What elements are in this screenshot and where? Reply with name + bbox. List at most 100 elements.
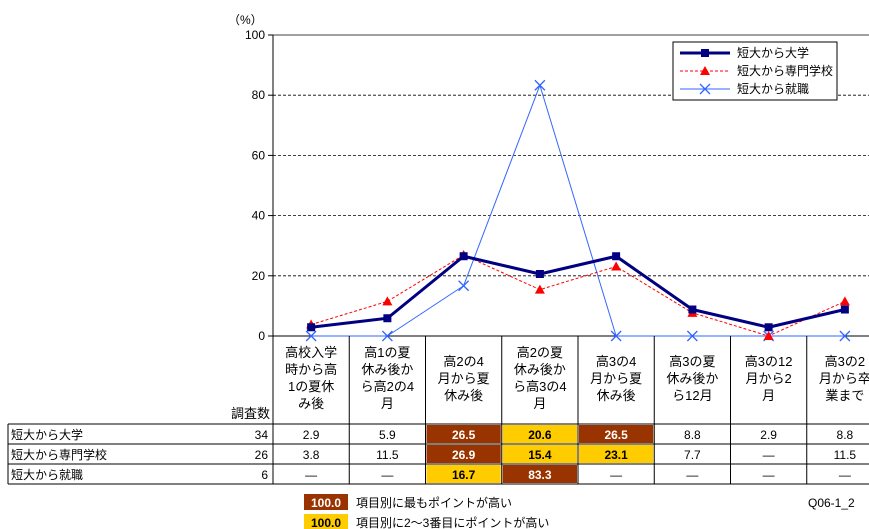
table-cell: —	[305, 468, 317, 482]
table-cell: 26.5	[452, 428, 476, 442]
category-label: 月から2	[746, 371, 792, 386]
category-label: 休み後	[597, 388, 636, 403]
point-triangle	[763, 331, 774, 340]
point-triangle	[534, 284, 545, 294]
point-x	[534, 79, 546, 91]
category-label: ら高3の4	[513, 379, 566, 394]
point-x	[610, 330, 622, 342]
point-triangle	[382, 296, 393, 306]
point-triangle	[611, 261, 622, 271]
table-cell: 23.1	[604, 448, 628, 462]
table-cell: 8.8	[837, 428, 854, 442]
second-sample-swatch	[304, 514, 348, 529]
table-cell: 2.9	[303, 428, 320, 442]
category-label: 月から夏	[590, 371, 642, 386]
series-line	[311, 84, 845, 337]
table-cell: 20.6	[528, 428, 552, 442]
point-square	[701, 49, 709, 57]
category-label: 高3の4	[596, 354, 636, 369]
point-square	[383, 314, 392, 323]
category-label: 高3の12	[745, 354, 793, 369]
row-count: 26	[255, 448, 269, 462]
table-cell: 26.9	[452, 448, 476, 462]
highlight-cell	[426, 445, 501, 463]
table-cell: 16.7	[452, 468, 476, 482]
highlight-cell	[426, 425, 501, 443]
category-label: 高校入学	[285, 345, 337, 360]
point-x	[381, 330, 393, 342]
table-cell: 26.5	[604, 428, 628, 442]
table-cell: —	[686, 468, 698, 482]
category-label: 高3の夏	[669, 354, 715, 369]
category-label: ら高2の4	[361, 379, 414, 394]
category-label: 時から高	[285, 362, 337, 377]
point-triangle	[839, 296, 850, 306]
point-square	[307, 323, 316, 332]
table-cell: 5.9	[379, 428, 396, 442]
table-cell: 83.3	[528, 468, 552, 482]
highlight-cell	[502, 465, 577, 483]
legend-label: 短大から大学	[737, 45, 809, 60]
category-label: 休み後	[444, 388, 483, 403]
y-unit-label: （%）	[228, 13, 263, 27]
notes: 100.0 項目別に最もポイントが高い 100.0 項目別に2～3番目にポイントが高い…	[304, 494, 855, 529]
series-group	[305, 79, 851, 342]
question-code: Q06-1_2	[808, 496, 855, 510]
point-x	[839, 330, 851, 342]
table-cell: —	[763, 468, 775, 482]
table-cell: 7.7	[684, 448, 701, 462]
point-x	[305, 330, 317, 342]
row-count: 34	[255, 428, 269, 442]
legend-label: 短大から専門学校	[737, 63, 833, 78]
legend-label: 短大から就職	[737, 82, 809, 96]
highlight-cell	[579, 425, 654, 443]
category-label: 高1の夏	[364, 345, 410, 360]
highlight-cell	[502, 425, 577, 443]
category-label: ら12月	[672, 388, 712, 403]
table-cell: 3.8	[303, 448, 320, 462]
point-square	[840, 305, 849, 314]
table-cell: —	[610, 468, 622, 482]
category-label: 月から夏	[438, 371, 490, 386]
point-square	[764, 323, 773, 332]
row-label: 短大から大学	[11, 427, 83, 442]
category-label: 月	[533, 396, 546, 411]
y-tick-label: 40	[252, 209, 266, 223]
point-square	[459, 252, 468, 261]
top-sample-value: 100.0	[311, 496, 341, 510]
point-x	[458, 280, 470, 292]
row-label: 短大から専門学校	[11, 447, 107, 462]
category-label: 高2の夏	[517, 345, 563, 360]
category-label: 1の夏休	[288, 379, 334, 394]
category-label: み後	[298, 396, 324, 411]
point-square	[688, 305, 697, 314]
top-sample-swatch	[304, 494, 348, 510]
category-label: 月	[381, 396, 394, 411]
y-tick-label: 100	[245, 28, 265, 42]
table-cell: 8.8	[684, 428, 701, 442]
category-label: 高3の2	[825, 354, 865, 369]
category-label: 休み後か	[666, 371, 718, 386]
category-label: 休み後か	[361, 362, 413, 377]
table-cell: —	[381, 468, 393, 482]
category-label: 月	[762, 388, 775, 403]
highlight-cell	[426, 465, 501, 483]
category-label: 休み後か	[514, 362, 566, 377]
point-x	[686, 330, 698, 342]
highlight-cell	[579, 445, 654, 463]
y-tick-label: 60	[252, 148, 266, 162]
y-tick-label: 20	[252, 269, 266, 283]
data-table: 2.9 5.9 26.5 20.6 26.5 8.8 2.9 8.8 短大から大学 34 3.8 11…	[7, 423, 869, 485]
point-square	[535, 269, 544, 278]
category-label: 高2の4	[443, 354, 483, 369]
row-count: 6	[261, 468, 268, 482]
top-sample-label: 項目別に最もポイントが高い	[356, 495, 512, 510]
table-cell: 11.5	[376, 448, 399, 462]
point-square	[612, 252, 621, 261]
y-tick-label: 80	[252, 88, 266, 102]
category-label: 月から卒	[819, 371, 869, 386]
second-sample-value: 100.0	[311, 516, 341, 529]
point-triangle	[700, 66, 710, 75]
